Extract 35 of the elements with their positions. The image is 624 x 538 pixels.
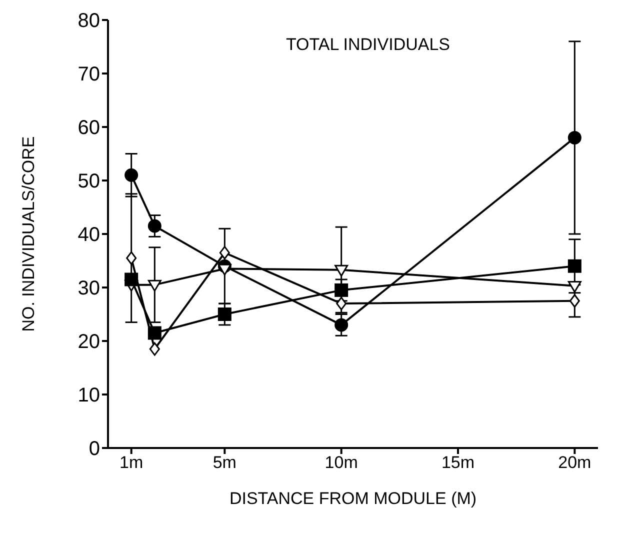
x-axis-title: DISTANCE FROM MODULE (M) bbox=[229, 489, 477, 508]
x-tick-label: 20m bbox=[558, 453, 592, 472]
point bbox=[148, 219, 162, 233]
point bbox=[124, 168, 138, 182]
point bbox=[218, 308, 232, 321]
point bbox=[218, 264, 232, 276]
point bbox=[148, 280, 162, 292]
point bbox=[126, 251, 137, 265]
y-axis-title: NO. INDIVIDUALS/CORE bbox=[19, 136, 38, 332]
point bbox=[568, 280, 582, 293]
y-tick-label: 80 bbox=[78, 10, 100, 32]
text: TOTAL INDIVIDUALS bbox=[286, 35, 450, 54]
point bbox=[568, 130, 582, 144]
point bbox=[148, 326, 162, 340]
point bbox=[568, 259, 582, 273]
x-tick-label: 5m bbox=[212, 453, 236, 472]
point bbox=[334, 264, 348, 277]
y-tick-label: 0 bbox=[88, 438, 100, 460]
point bbox=[334, 318, 348, 332]
y-tick-label: 30 bbox=[78, 278, 100, 300]
y-tick-label: 40 bbox=[78, 224, 100, 246]
y-tick-label: 10 bbox=[78, 384, 100, 407]
point bbox=[334, 283, 348, 297]
x-tick-label: 15m bbox=[441, 453, 475, 472]
point bbox=[149, 342, 160, 356]
y-tick-label: 60 bbox=[78, 117, 100, 140]
point bbox=[124, 272, 138, 286]
x-tick-label: 10m bbox=[324, 453, 358, 472]
x-tick-label: 1m bbox=[120, 453, 144, 472]
y-tick-label: 50 bbox=[78, 170, 100, 193]
point bbox=[569, 294, 580, 308]
y-tick-label: 20 bbox=[78, 331, 100, 354]
y-tick-label: 70 bbox=[78, 64, 100, 86]
point bbox=[219, 246, 230, 260]
point bbox=[336, 296, 347, 310]
